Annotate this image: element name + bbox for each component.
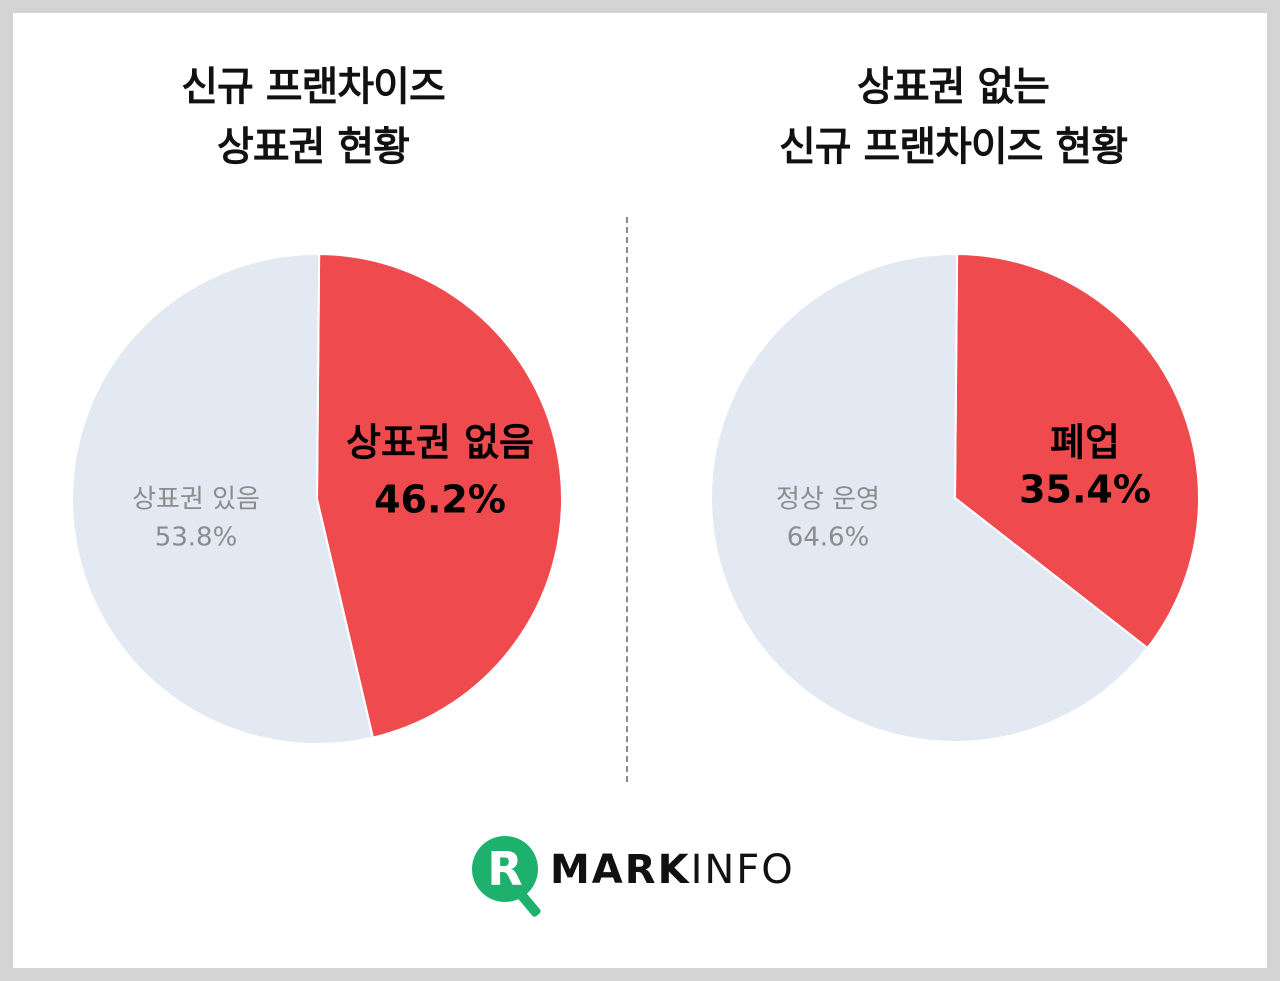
chart-1-slice-2-value: 53.8%: [155, 523, 238, 553]
logo-word-bold: MARK: [550, 847, 691, 893]
chart-1-title: 신규 프랜차이즈 상표권 현황: [33, 57, 593, 177]
logo-wordmark: MARKINFO: [550, 846, 795, 894]
logo-word-light: INFO: [690, 847, 795, 893]
chart-2-title-line-1: 상표권 없는: [857, 64, 1050, 110]
chart-1-slice-2-label: 상표권 있음: [132, 485, 260, 515]
chart-2-slice-2-value: 64.6%: [787, 523, 870, 553]
chart-2-title: 상표권 없는 신규 프랜차이즈 현황: [673, 57, 1233, 177]
chart-1-slice-1-value: 46.2%: [374, 478, 506, 522]
chart-2-title-line-2: 신규 프랜차이즈 현황: [778, 124, 1128, 170]
dashed-divider: [626, 217, 628, 782]
chart-2-slice-1-value: 35.4%: [1019, 468, 1151, 512]
chart-2-slice-2: [709, 253, 1149, 743]
logo-circle: [472, 836, 538, 902]
chart-2-slice-1-label: 폐업: [1050, 421, 1120, 465]
chart-1-title-line-2: 상표권 현황: [217, 124, 410, 170]
chart-1-slice-2: [71, 253, 375, 745]
chart-2-slice-1: [953, 252, 1200, 650]
chart-1-title-line-1: 신규 프랜차이즈: [181, 64, 446, 110]
logo-letter: R: [487, 842, 523, 896]
chart-1-slice-1: [315, 252, 563, 739]
chart-1-slice-1-label: 상표권 없음: [346, 421, 534, 465]
chart-2-slice-2-label: 정상 운영: [776, 485, 880, 515]
